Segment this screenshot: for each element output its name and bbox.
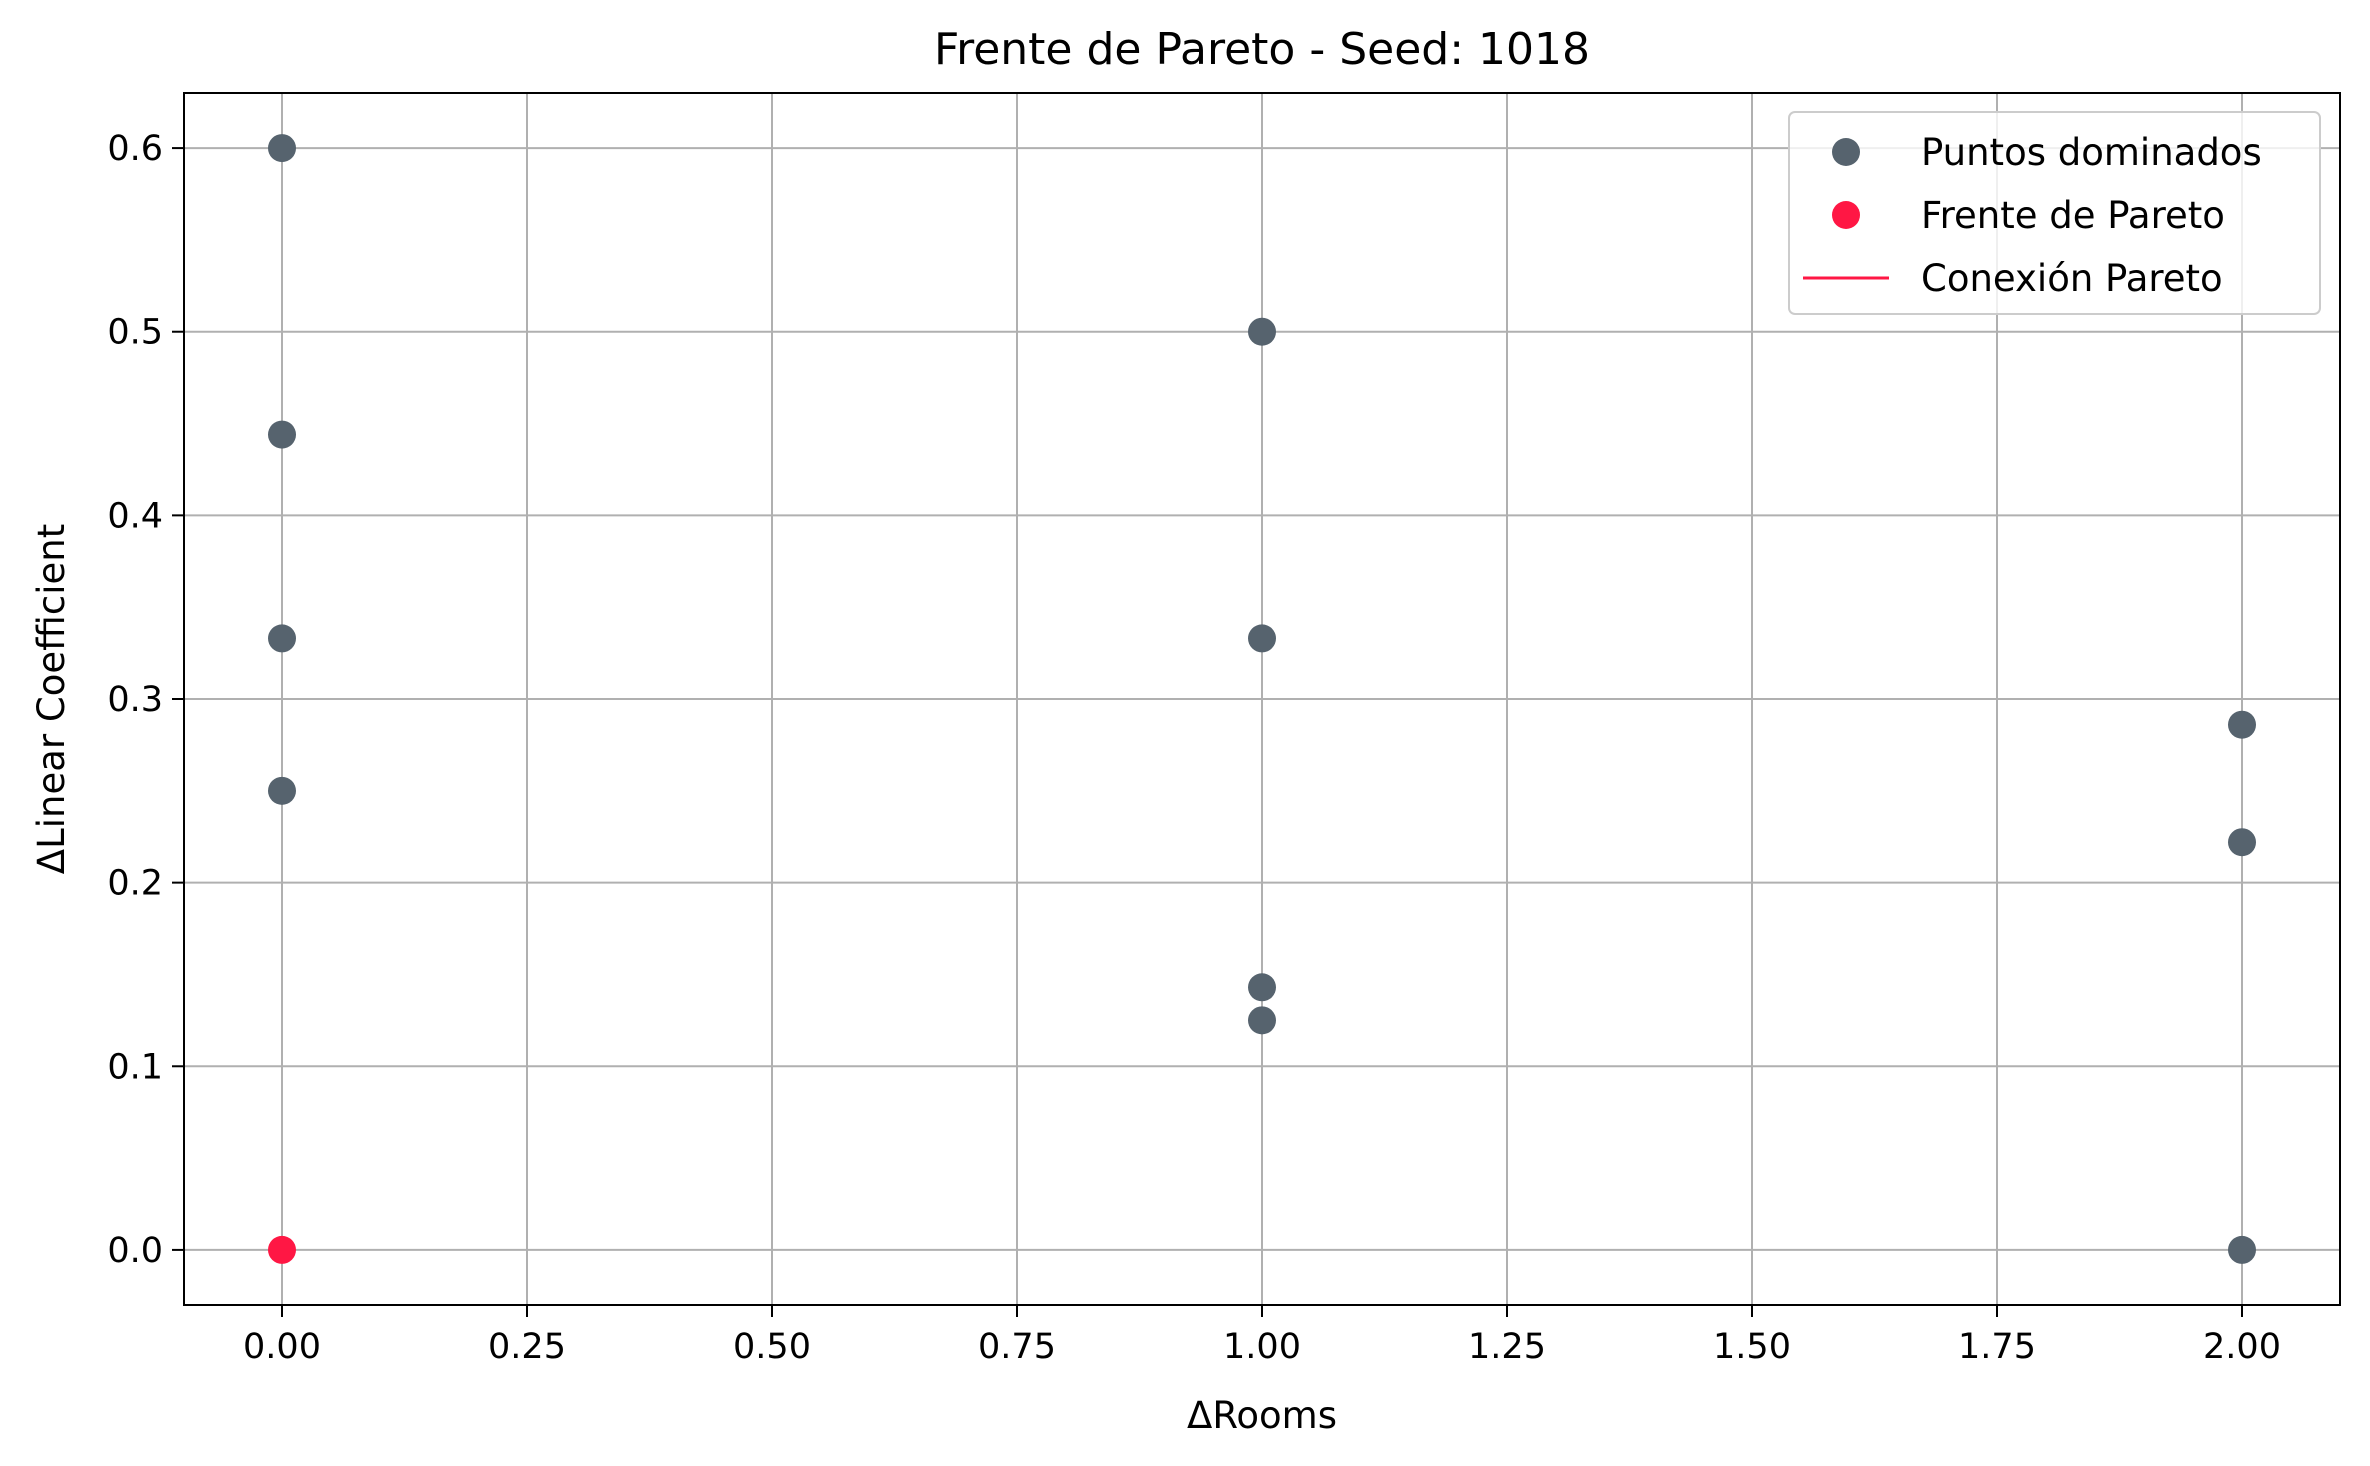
chart-title: Frente de Pareto - Seed: 1018 xyxy=(934,24,1590,75)
series-layer xyxy=(268,134,2256,1264)
y-tick-label: 0.5 xyxy=(107,313,163,353)
x-tick-label: 0.50 xyxy=(733,1327,811,1367)
ticks: 0.00 0.25 0.50 0.75 1.00 1.25 1.50 1.75 2.00 0.0 0… xyxy=(107,129,2281,1367)
dominated-point xyxy=(268,776,296,805)
legend-marker-swatch xyxy=(1832,201,1860,229)
y-axis-label: ΔLinear Coefficient xyxy=(30,524,73,874)
dominated-point xyxy=(2228,710,2256,739)
x-tick-label: 1.25 xyxy=(1468,1327,1546,1367)
x-tick-label: 0.25 xyxy=(488,1327,566,1367)
y-tick-label: 0.0 xyxy=(107,1231,163,1271)
dominated-point xyxy=(1248,317,1276,346)
dominated-point xyxy=(268,420,296,449)
dominated-point xyxy=(1248,624,1276,653)
x-tick-label: 1.00 xyxy=(1223,1327,1301,1367)
dominated-point xyxy=(268,134,296,163)
x-axis-label: ΔRooms xyxy=(1187,1394,1337,1437)
dominated-point xyxy=(1248,1006,1276,1035)
legend: Puntos dominados Frente de Pareto Conexión… xyxy=(1788,111,2321,315)
x-tick-label: 1.50 xyxy=(1713,1327,1791,1367)
dominated-point xyxy=(2228,828,2256,857)
dominated-point xyxy=(2228,1235,2256,1264)
y-tick-label: 0.6 xyxy=(107,129,163,169)
y-tick-label: 0.2 xyxy=(107,864,163,904)
y-tick-label: 0.4 xyxy=(107,496,163,536)
x-tick-label: 0.75 xyxy=(978,1327,1056,1367)
legend-marker-swatch xyxy=(1832,138,1860,166)
legend-label: Conexión Pareto xyxy=(1921,257,2223,300)
x-tick-label: 2.00 xyxy=(2203,1327,2281,1367)
legend-label: Frente de Pareto xyxy=(1921,194,2225,237)
y-tick-label: 0.3 xyxy=(107,680,163,720)
legend-label: Puntos dominados xyxy=(1921,131,2262,174)
dominated-point xyxy=(268,624,296,653)
legend-box xyxy=(1788,111,2321,315)
pareto-point xyxy=(268,1235,296,1264)
y-tick-label: 0.1 xyxy=(107,1047,163,1087)
dominated-point xyxy=(1248,973,1276,1002)
x-tick-label: 1.75 xyxy=(1958,1327,2036,1367)
x-tick-label: 0.00 xyxy=(243,1327,321,1367)
